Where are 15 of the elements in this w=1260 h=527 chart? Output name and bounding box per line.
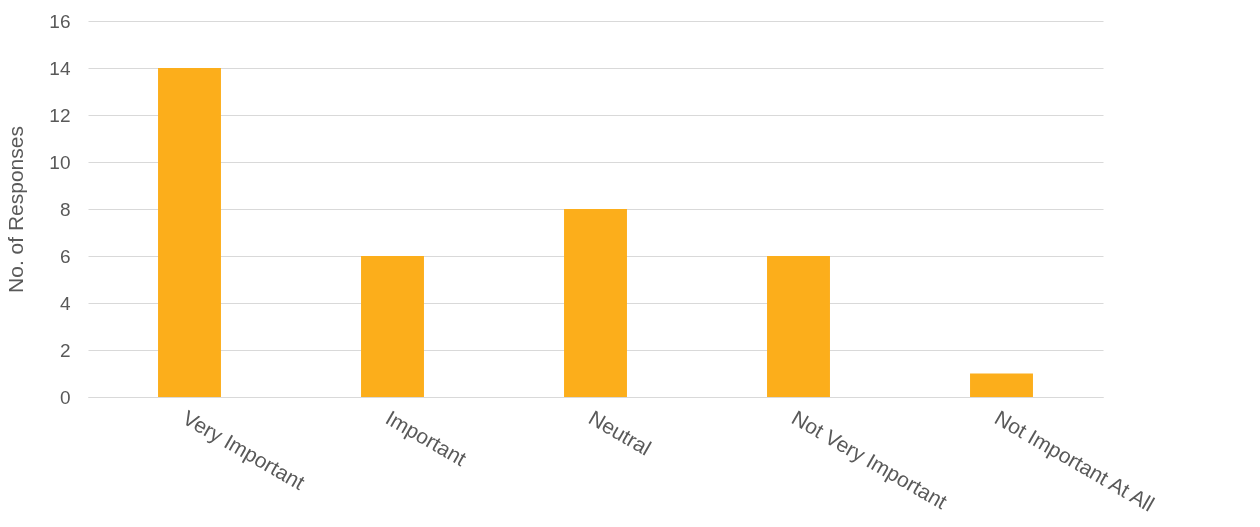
- y-axis-title: No. of Responses: [4, 126, 28, 293]
- y-tick-label: 2: [59, 339, 71, 361]
- bar: [564, 209, 627, 397]
- y-tick-label: 10: [49, 151, 71, 173]
- y-tick-label: 16: [49, 10, 71, 32]
- bar: [970, 373, 1033, 397]
- y-tick-label: 0: [59, 386, 71, 408]
- y-tick-label: 14: [49, 57, 71, 79]
- bar: [158, 68, 221, 397]
- bar: [361, 256, 424, 397]
- y-tick-label: 12: [49, 104, 71, 126]
- y-tick-label: 6: [59, 245, 71, 267]
- bar: [767, 256, 830, 397]
- y-tick-label: 4: [59, 292, 71, 314]
- y-tick-label: 8: [59, 198, 71, 220]
